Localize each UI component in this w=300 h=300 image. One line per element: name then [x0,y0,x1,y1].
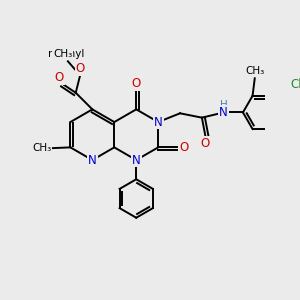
Text: O: O [76,62,85,75]
Text: CH₃: CH₃ [245,66,264,76]
Text: H: H [220,100,228,110]
Text: O: O [201,137,210,150]
Text: CH₃: CH₃ [53,49,72,59]
Text: N: N [88,154,97,166]
Text: O: O [180,141,189,154]
Text: methyl: methyl [47,49,84,59]
Text: CH₃: CH₃ [245,66,264,76]
Text: O: O [132,76,141,90]
Text: N: N [132,154,141,166]
Text: O: O [132,76,141,90]
Text: Cl: Cl [290,78,300,91]
Text: N: N [219,106,228,119]
Text: O: O [201,137,210,150]
Text: Cl: Cl [290,78,300,91]
Text: CH₃: CH₃ [32,143,51,153]
Text: CH₃: CH₃ [32,143,51,153]
Text: O: O [55,71,64,84]
Text: O: O [55,71,64,84]
Text: O: O [180,141,189,154]
Text: O: O [76,62,85,75]
Text: N: N [154,116,163,128]
